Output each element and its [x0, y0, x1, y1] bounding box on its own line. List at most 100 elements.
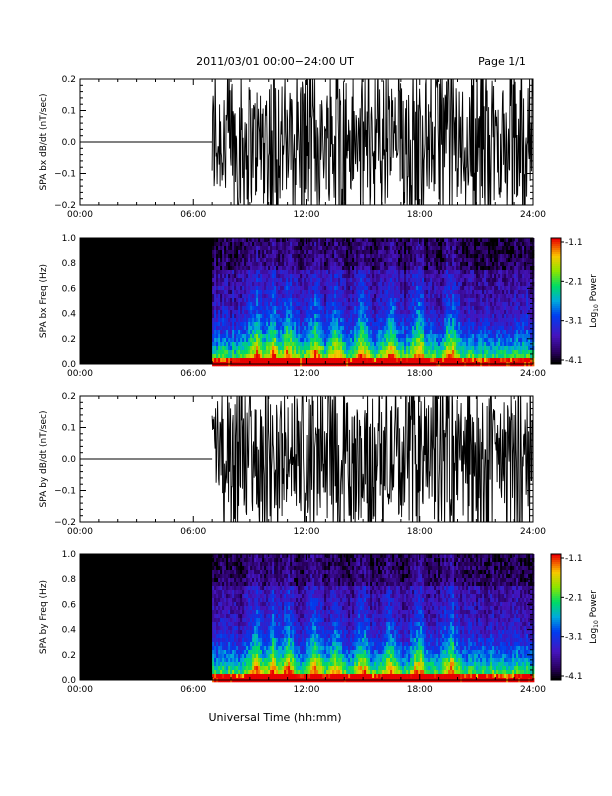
- spectrogram-cell: [284, 338, 286, 342]
- spectrogram-cell: [276, 262, 278, 266]
- spectrogram-cell: [278, 286, 280, 290]
- spectrogram-cell: [438, 302, 440, 306]
- spectrogram-cell: [252, 342, 254, 346]
- spectrogram-cell: [324, 350, 326, 354]
- spectrogram-cell: [454, 358, 456, 362]
- spectrogram-cell: [256, 278, 258, 282]
- spectrogram-cell: [444, 330, 446, 334]
- spectrogram-cell: [478, 250, 480, 254]
- spectrogram-cell: [472, 278, 474, 282]
- spectrogram-cell: [366, 306, 368, 310]
- spectrogram-cell: [240, 238, 242, 242]
- spectrogram-cell: [256, 350, 258, 354]
- spectrogram-cell: [330, 310, 332, 314]
- spectrogram-cell: [452, 298, 454, 302]
- spectrogram-cell: [370, 302, 372, 306]
- spectrogram-cell: [478, 326, 480, 330]
- spectrogram-cell: [330, 322, 332, 326]
- spectrogram-cell: [248, 310, 250, 314]
- spectrogram-cell: [344, 242, 346, 246]
- spectrogram-cell: [496, 278, 498, 282]
- spectrogram-cell: [366, 346, 368, 350]
- spectrogram-cell: [318, 310, 320, 314]
- spectrogram-cell: [506, 294, 508, 298]
- spectrogram-cell: [288, 302, 290, 306]
- spectrogram-cell: [356, 338, 358, 342]
- spectrogram-cell: [334, 306, 336, 310]
- spectrogram-cell: [222, 262, 224, 266]
- spectrogram-cell: [346, 278, 348, 282]
- spectrogram-cell: [414, 326, 416, 330]
- spectrogram-cell: [384, 262, 386, 266]
- spectrogram-cell: [374, 322, 376, 326]
- spectrogram-cell: [482, 290, 484, 294]
- spectrogram-cell: [280, 254, 282, 258]
- spectrogram-cell: [462, 318, 464, 322]
- spectrogram-cell: [302, 294, 304, 298]
- spectrogram-cell: [276, 254, 278, 258]
- spectrogram-cell: [442, 314, 444, 318]
- spectrogram-cell: [358, 350, 360, 354]
- spectrogram-cell: [326, 334, 328, 338]
- spectrogram-cell: [220, 298, 222, 302]
- spectrogram-cell: [484, 298, 486, 302]
- spectrogram-cell: [328, 330, 330, 334]
- spectrogram-cell: [446, 270, 448, 274]
- spectrogram-cell: [242, 306, 244, 310]
- spectrogram-cell: [336, 290, 338, 294]
- spectrogram-cell: [492, 346, 494, 350]
- spectrogram-cell: [416, 278, 418, 282]
- spectrogram-cell: [474, 274, 476, 278]
- spectrogram-cell: [322, 242, 324, 246]
- spectrogram-cell: [404, 242, 406, 246]
- spectrogram-cell: [508, 238, 510, 242]
- spectrogram-cell: [442, 350, 444, 354]
- spectrogram-cell: [448, 338, 450, 342]
- spectrogram-cell: [404, 238, 406, 242]
- spectrogram-cell: [472, 242, 474, 246]
- spectrogram-cell: [386, 246, 388, 250]
- spectrogram-cell: [414, 294, 416, 298]
- spectrogram-cell: [228, 294, 230, 298]
- spectrogram-cell: [490, 242, 492, 246]
- spectrogram-cell: [352, 302, 354, 306]
- spectrogram-cell: [294, 314, 296, 318]
- spectrogram-cell: [450, 350, 452, 354]
- spectrogram-cell: [368, 282, 370, 286]
- spectrogram-cell: [338, 342, 340, 346]
- spectrogram-cell: [452, 286, 454, 290]
- spectrogram-cell: [336, 326, 338, 330]
- spectrogram-cell: [414, 246, 416, 250]
- spectrogram-cell: [318, 258, 320, 262]
- spectrogram-cell: [234, 258, 236, 262]
- spectrogram-cell: [366, 290, 368, 294]
- spectrogram-cell: [416, 250, 418, 254]
- spectrogram-cell: [458, 318, 460, 322]
- spectrogram-cell: [502, 302, 504, 306]
- spectrogram-cell: [348, 302, 350, 306]
- spectrogram-cell: [314, 266, 316, 270]
- spectrogram-cell: [270, 294, 272, 298]
- spectrogram-cell: [260, 354, 262, 358]
- spectrogram-cell: [424, 346, 426, 350]
- spectrogram-cell: [462, 302, 464, 306]
- spectrogram-cell: [322, 238, 324, 242]
- spectrogram-cell: [262, 258, 264, 262]
- spectrogram-cell: [414, 338, 416, 342]
- spectrogram-cell: [292, 346, 294, 350]
- spectrogram-cell: [486, 342, 488, 346]
- spectrogram-cell: [508, 330, 510, 334]
- spectrogram-cell: [418, 278, 420, 282]
- spectrogram-cell: [352, 322, 354, 326]
- spectrogram-cell: [502, 274, 504, 278]
- spectrogram-cell: [304, 266, 306, 270]
- spectrogram-cell: [354, 310, 356, 314]
- spectrogram-cell: [278, 338, 280, 342]
- spectrogram-cell: [350, 346, 352, 350]
- spectrogram-cell: [446, 302, 448, 306]
- spectrogram-cell: [478, 294, 480, 298]
- spectrogram-cell: [356, 254, 358, 258]
- spectrogram-cell: [468, 282, 470, 286]
- spectrogram-cell: [434, 274, 436, 278]
- spectrogram-cell: [414, 274, 416, 278]
